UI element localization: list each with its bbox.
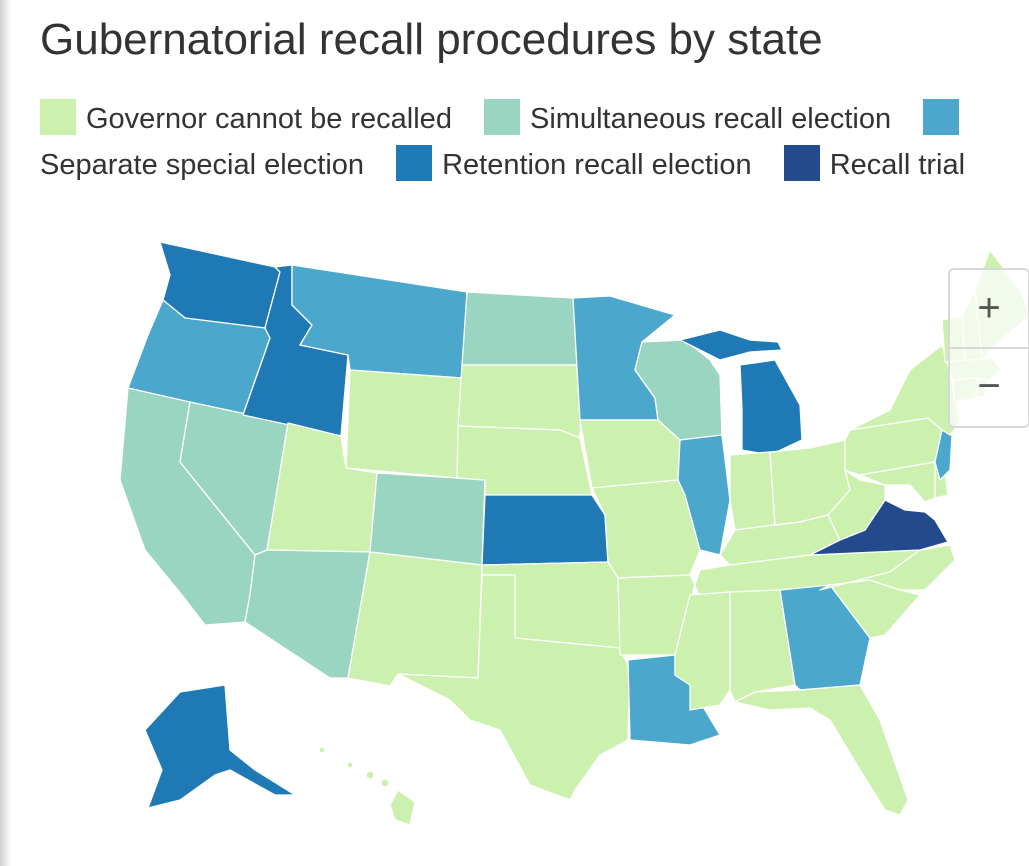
legend-item-cannot-recall[interactable]: Governor cannot be recalled bbox=[40, 99, 460, 135]
zoom-in-button[interactable]: + bbox=[950, 270, 1028, 349]
legend-item-recall-trial[interactable]: Recall trial bbox=[783, 145, 966, 181]
state-nd[interactable] bbox=[461, 291, 583, 366]
legend-item-retention[interactable]: Retention recall election bbox=[396, 145, 760, 181]
map-title: Gubernatorial recall procedures by state bbox=[40, 15, 823, 64]
state-wy[interactable] bbox=[345, 369, 463, 479]
state-mo[interactable] bbox=[591, 479, 701, 579]
legend: Governor cannot be recalled Simultaneous… bbox=[40, 96, 1000, 188]
state-ks[interactable] bbox=[481, 494, 609, 566]
legend-item-simultaneous[interactable]: Simultaneous recall election bbox=[484, 99, 899, 135]
state-nm[interactable] bbox=[347, 551, 483, 687]
legend-swatch bbox=[783, 145, 820, 181]
legend-swatch bbox=[40, 99, 76, 135]
legend-label: Retention recall election bbox=[442, 149, 752, 181]
state-hi[interactable] bbox=[318, 746, 416, 826]
state-nc[interactable] bbox=[819, 544, 956, 591]
legend-swatch bbox=[484, 99, 521, 135]
zoom-control: + − bbox=[948, 268, 1029, 428]
state-mi[interactable] bbox=[739, 359, 803, 456]
legend-label: Recall trial bbox=[829, 149, 966, 181]
legend-label: Governor cannot be recalled bbox=[86, 103, 452, 135]
state-mi-upper[interactable] bbox=[679, 329, 783, 361]
legend-label: Separate special election bbox=[40, 149, 365, 181]
state-co[interactable] bbox=[369, 472, 486, 566]
state-in[interactable] bbox=[729, 451, 776, 531]
legend-item-separate-special[interactable]: Separate special election bbox=[40, 99, 969, 181]
state-ny[interactable] bbox=[849, 344, 961, 436]
legend-label: Simultaneous recall election bbox=[530, 103, 892, 135]
state-tx[interactable] bbox=[397, 574, 631, 801]
us-map[interactable] bbox=[30, 230, 1029, 866]
state-ak[interactable] bbox=[144, 684, 296, 809]
legend-swatch bbox=[396, 145, 433, 181]
state-il[interactable] bbox=[677, 434, 731, 556]
state-ia[interactable] bbox=[579, 419, 681, 489]
zoom-out-button[interactable]: − bbox=[977, 364, 1001, 408]
legend-swatch bbox=[923, 99, 960, 135]
page-edge-shadow bbox=[0, 0, 12, 866]
state-fl[interactable] bbox=[734, 684, 909, 816]
